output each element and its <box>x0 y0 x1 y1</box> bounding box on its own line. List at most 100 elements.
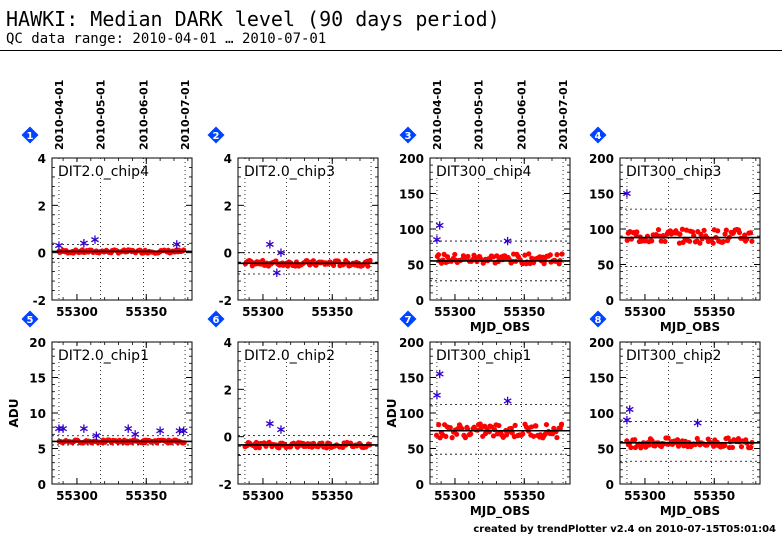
y-tick-label: 100 <box>399 407 424 421</box>
chart-panel-7: 7 0 50 100 150 200 55300 55350 DIT300_chip1 MJD_O… <box>385 310 571 519</box>
outlier-point <box>265 419 274 428</box>
header-divider <box>0 50 782 51</box>
y-tick-label: 150 <box>399 188 424 202</box>
x-tick-label: 55350 <box>125 305 167 319</box>
panel-label: DIT300_chip1 <box>436 348 531 364</box>
data-point <box>526 251 532 257</box>
data-point <box>624 237 630 243</box>
y-tick-label: 0 <box>606 294 614 308</box>
data-point <box>367 257 373 264</box>
y-tick-label: 50 <box>407 259 424 273</box>
data-point <box>649 437 655 444</box>
data-point <box>528 424 535 430</box>
x-tick-label: 55300 <box>56 305 98 319</box>
date-tick-label: 2010-04-01 <box>53 80 66 150</box>
y-tick-label: 4 <box>224 336 232 350</box>
data-point <box>722 442 728 449</box>
data-point <box>723 227 729 233</box>
outlier-point <box>79 424 88 433</box>
data-point <box>697 240 703 246</box>
outlier-point <box>124 424 133 433</box>
date-tick-label: 2010-06-01 <box>515 80 528 150</box>
data-point <box>738 444 745 450</box>
y-tick-label: 0 <box>224 431 232 445</box>
y-tick-label: 150 <box>589 188 614 202</box>
panel-index-badge-icon <box>589 126 607 144</box>
x-axis-label: MJD_OBS <box>470 504 530 519</box>
y-tick-label: 5 <box>38 443 46 457</box>
panel-label-backing <box>56 346 142 362</box>
data-point <box>698 231 704 237</box>
data-point <box>632 437 638 443</box>
x-tick-label: 55350 <box>503 305 545 319</box>
y-tick-label: 20 <box>29 336 46 350</box>
y-tick-label: 10 <box>29 407 46 421</box>
outlier-point <box>435 221 444 230</box>
y-tick-label: 200 <box>399 336 424 350</box>
panel-index-badge-icon <box>399 310 417 328</box>
y-tick-label: 100 <box>399 223 424 237</box>
y-tick-label: 50 <box>597 259 614 273</box>
outlier-point <box>92 431 101 440</box>
panel-label: DIT300_chip4 <box>436 164 532 180</box>
data-point <box>276 445 282 451</box>
panel-label: DIT2.0_chip3 <box>244 164 335 180</box>
data-point <box>687 238 693 244</box>
data-point <box>554 434 560 441</box>
data-point <box>634 229 640 235</box>
data-point <box>512 422 518 428</box>
data-point <box>447 425 453 431</box>
data-point <box>729 444 736 451</box>
x-tick-label: 55300 <box>434 305 476 319</box>
data-point <box>520 431 526 437</box>
date-tick-label: 2010-05-01 <box>473 80 486 150</box>
panel-index-label: 2 <box>213 131 220 142</box>
data-point <box>655 227 662 233</box>
y-tick-label: -2 <box>33 294 46 308</box>
outlier-point <box>622 189 631 198</box>
data-point <box>725 435 731 441</box>
data-point <box>749 238 755 244</box>
data-point <box>468 431 474 437</box>
outlier-point <box>175 426 184 435</box>
footer-credit: created by trendPlotter v2.4 on 2010-07-… <box>473 524 776 535</box>
y-tick-label: 15 <box>29 372 46 386</box>
panel-label-backing <box>242 346 328 362</box>
y-tick-label: 2 <box>224 383 232 397</box>
y-tick-label: 150 <box>589 372 614 386</box>
outlier-point <box>277 425 285 434</box>
panel-index-label: 3 <box>405 131 412 142</box>
y-tick-label: 100 <box>589 407 614 421</box>
data-point <box>490 433 497 439</box>
panel-index-label: 1 <box>27 131 34 142</box>
data-point <box>557 425 563 431</box>
data-point <box>628 444 634 451</box>
x-tick-label: 55350 <box>125 489 167 503</box>
data-point <box>454 431 460 437</box>
x-tick-label: 55300 <box>624 305 666 319</box>
outlier-point <box>172 240 181 249</box>
outlier-point <box>131 430 140 439</box>
x-tick-label: 55350 <box>311 305 353 319</box>
data-point <box>365 263 371 269</box>
outlier-point <box>432 391 441 400</box>
outlier-point <box>179 426 188 435</box>
x-tick-label: 55300 <box>624 489 666 503</box>
data-point <box>462 435 468 441</box>
outlier-point <box>79 239 88 248</box>
data-point <box>323 445 330 451</box>
y-tick-label: 50 <box>597 443 614 457</box>
y-tick-label: 0 <box>38 247 46 261</box>
panel-label-backing <box>56 162 142 178</box>
y-tick-label: 200 <box>399 152 424 166</box>
x-tick-label: 55350 <box>693 305 735 319</box>
panel-label-backing <box>434 162 520 178</box>
y-tick-label: 150 <box>399 372 424 386</box>
panel-index-badge-icon <box>207 310 225 328</box>
outlier-point <box>432 235 441 244</box>
plot-frame <box>237 157 379 301</box>
y-tick-label: 0 <box>224 247 232 261</box>
data-point <box>554 252 560 258</box>
panel-label: DIT2.0_chip1 <box>58 348 149 364</box>
